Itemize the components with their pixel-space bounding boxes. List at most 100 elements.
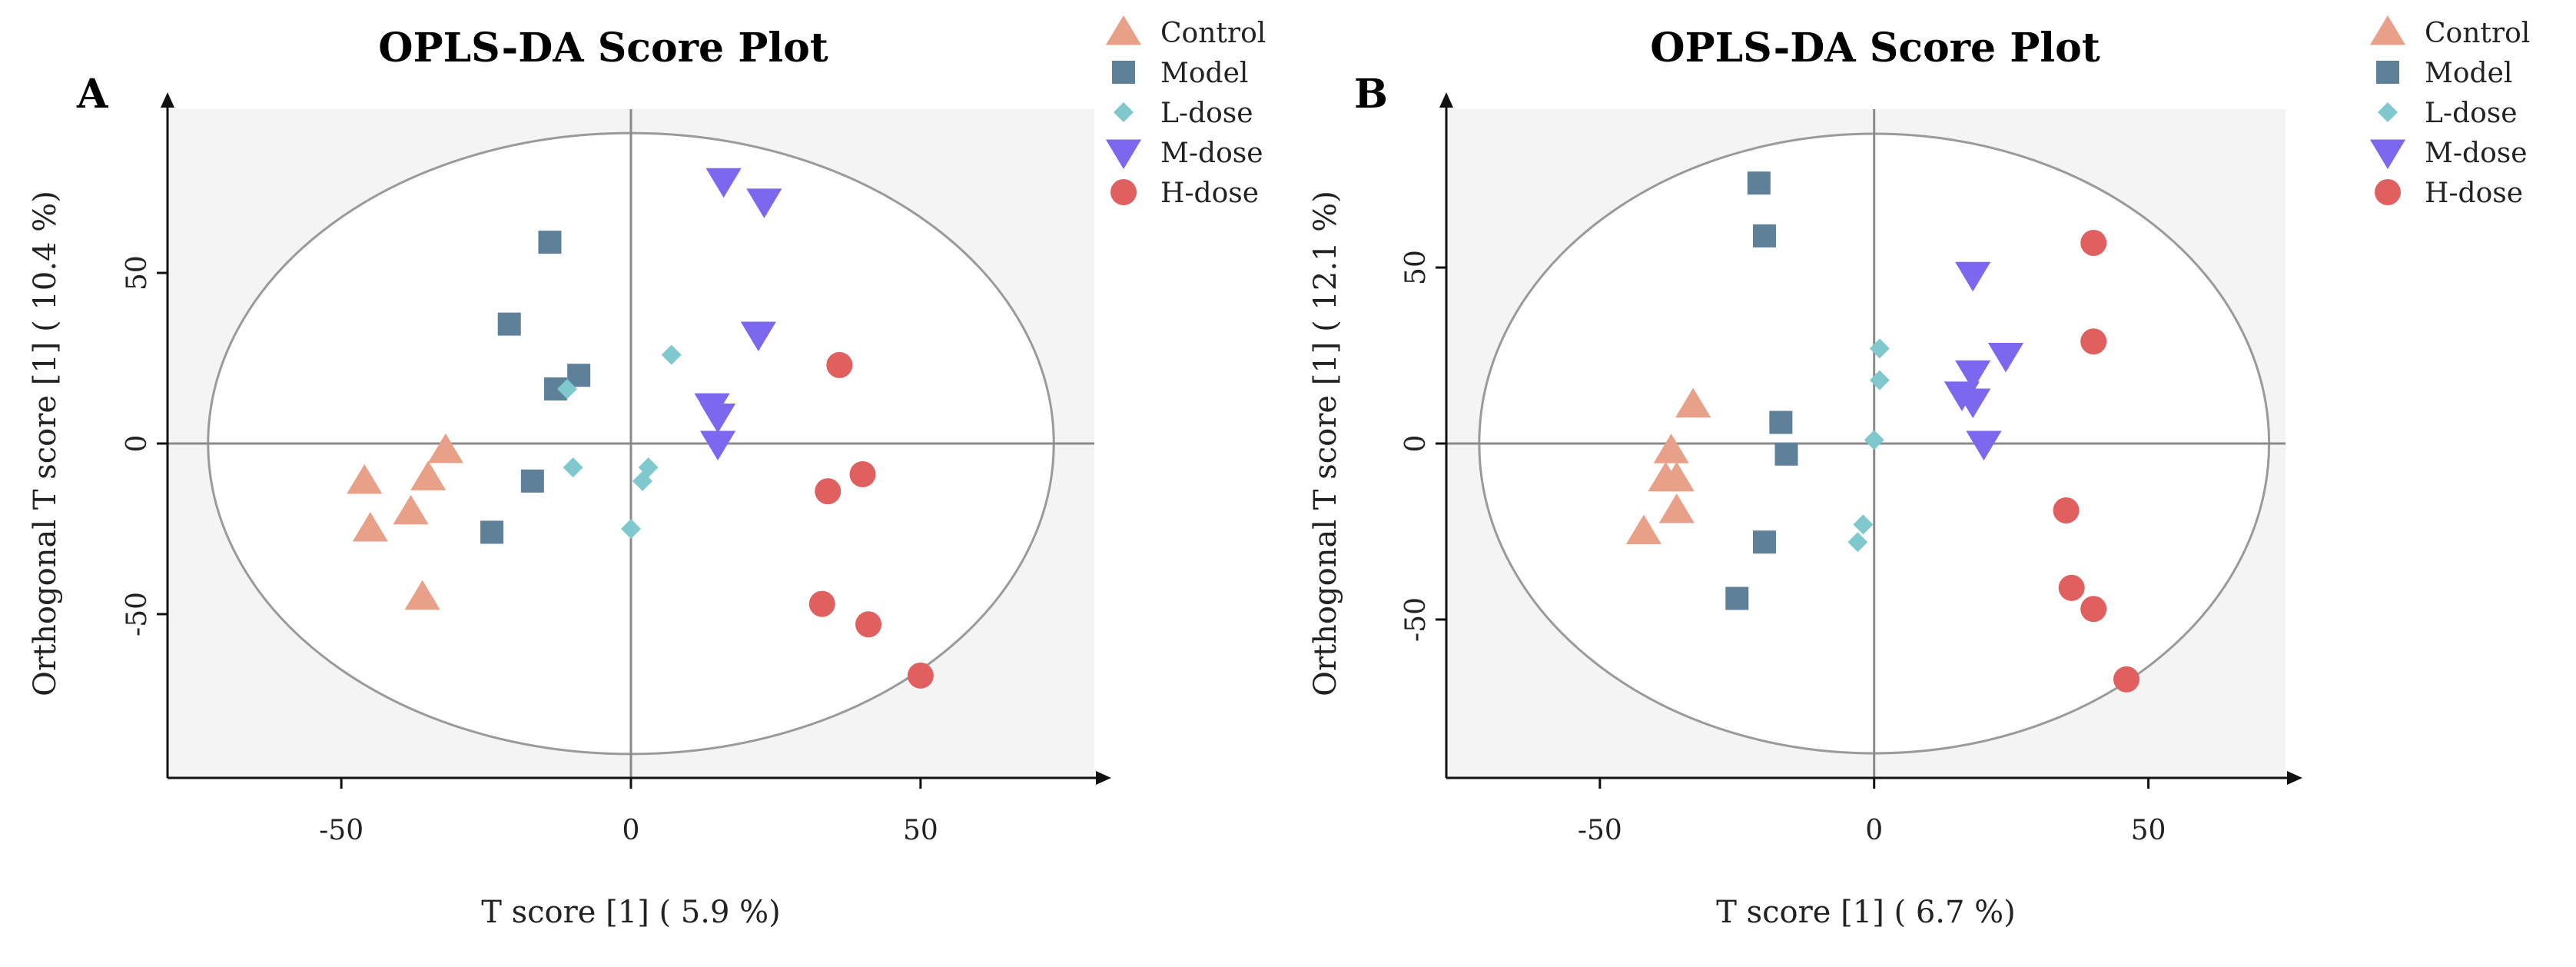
data-point <box>1869 338 1890 359</box>
data-point <box>1853 514 1874 535</box>
legend-marker <box>1110 179 1137 205</box>
data-point <box>1847 532 1868 553</box>
x-axis-label: T score [1] ( 5.9 %) <box>481 895 781 930</box>
data-point <box>2113 666 2140 693</box>
data-point <box>826 351 853 378</box>
x-tick-label: -50 <box>319 815 363 846</box>
legend-marker <box>2375 179 2401 205</box>
data-point <box>1625 514 1662 544</box>
legend-marker <box>1105 139 1142 169</box>
data-point <box>1658 493 1695 523</box>
series-model <box>1725 171 1798 610</box>
data-point <box>740 321 776 351</box>
data-point <box>1769 410 1793 434</box>
data-point <box>746 188 782 218</box>
data-point <box>520 469 544 493</box>
data-point <box>347 464 383 494</box>
legend-label: Control <box>1160 18 1266 49</box>
y-tick-label: -50 <box>1400 597 1432 642</box>
legend-marker <box>2376 61 2399 84</box>
data-point <box>1955 360 1991 390</box>
y-tick-label: 0 <box>1400 435 1432 453</box>
data-point <box>1774 442 1798 466</box>
y-axis-label: Orthogonal T score [1] ( 12.1 %) <box>1308 191 1343 696</box>
x-tick-label: 50 <box>2131 815 2166 846</box>
data-point <box>1675 387 1711 418</box>
data-point <box>1955 388 1991 419</box>
legend-marker <box>2378 102 2398 122</box>
data-point <box>1653 434 1689 464</box>
data-point <box>1747 171 1771 195</box>
data-point <box>1864 430 1884 450</box>
legend: Control Model L-dose M-dose H-dose <box>1105 15 1266 209</box>
series-m-dose <box>1944 261 2024 460</box>
data-point <box>2080 230 2107 256</box>
legend-marker <box>1112 61 1135 84</box>
y-axis-label: Orthogonal T score [1] ( 10.4 %) <box>28 191 63 696</box>
y-tick-label: 0 <box>121 435 153 453</box>
series-control <box>347 433 463 610</box>
data-point <box>2080 596 2107 623</box>
data-point <box>705 168 742 198</box>
data-point <box>661 344 682 365</box>
data-point <box>1658 461 1695 492</box>
legend-label: L-dose <box>1160 98 1253 129</box>
data-point <box>1869 370 1890 390</box>
data-point <box>808 590 835 617</box>
data-point <box>2080 328 2107 355</box>
legend-label: L-dose <box>2425 98 2518 129</box>
data-point <box>404 580 440 610</box>
x-tick-label: -50 <box>1578 815 1622 846</box>
data-point <box>1955 261 1991 292</box>
x-axis-arrow <box>2287 771 2302 785</box>
data-point <box>352 511 388 542</box>
legend-label: M-dose <box>1160 138 1263 169</box>
data-point <box>699 403 736 434</box>
data-point <box>621 518 641 539</box>
series-control <box>1625 387 1711 544</box>
series-l-dose <box>1847 338 1890 553</box>
x-axis-label: T score [1] ( 6.7 %) <box>1716 895 2016 930</box>
x-tick-label: 50 <box>903 815 938 846</box>
data-point <box>849 460 876 487</box>
series-h-dose <box>808 351 934 689</box>
data-point <box>1752 224 1776 248</box>
data-point <box>538 231 562 254</box>
data-point <box>480 520 504 544</box>
chart-title: OPLS-DA Score Plot <box>378 25 828 71</box>
chart-title: OPLS-DA Score Plot <box>1650 25 2100 71</box>
data-point <box>855 611 882 638</box>
data-point <box>1966 430 2002 460</box>
legend-marker <box>1114 102 1134 122</box>
legend-label: Control <box>2425 18 2530 49</box>
data-point <box>699 430 736 460</box>
data-point <box>563 457 583 478</box>
series-m-dose <box>694 168 782 460</box>
data-point <box>2053 497 2080 523</box>
data-point <box>427 433 463 464</box>
legend-marker <box>2369 139 2406 169</box>
x-tick-label: 0 <box>622 815 640 846</box>
panel-a: -50 0 50 -50 0 50 OPLS-DA Score Plot A T score [… <box>28 15 1266 930</box>
data-point <box>632 470 653 491</box>
y-tick-label: 50 <box>1400 250 1432 285</box>
panel-b: -50 0 50 -50 0 50 OPLS-DA Score Plot B T score [… <box>1308 15 2530 930</box>
data-point <box>2058 574 2085 601</box>
y-tick-label: -50 <box>121 592 153 636</box>
x-tick-label: 0 <box>1865 815 1883 846</box>
data-point <box>557 378 578 399</box>
legend: Control Model L-dose M-dose H-dose <box>2369 15 2530 209</box>
data-point <box>815 478 842 505</box>
legend-label: H-dose <box>1160 178 1259 209</box>
data-point <box>497 312 521 336</box>
y-tick-label: 50 <box>121 255 153 291</box>
data-point <box>907 662 934 689</box>
legend-marker <box>1105 15 1142 45</box>
legend-label: H-dose <box>2425 178 2523 209</box>
y-axis-arrow <box>161 92 174 108</box>
legend-marker <box>2369 15 2406 45</box>
data-point <box>1987 343 2024 373</box>
legend-label: Model <box>2425 58 2512 89</box>
